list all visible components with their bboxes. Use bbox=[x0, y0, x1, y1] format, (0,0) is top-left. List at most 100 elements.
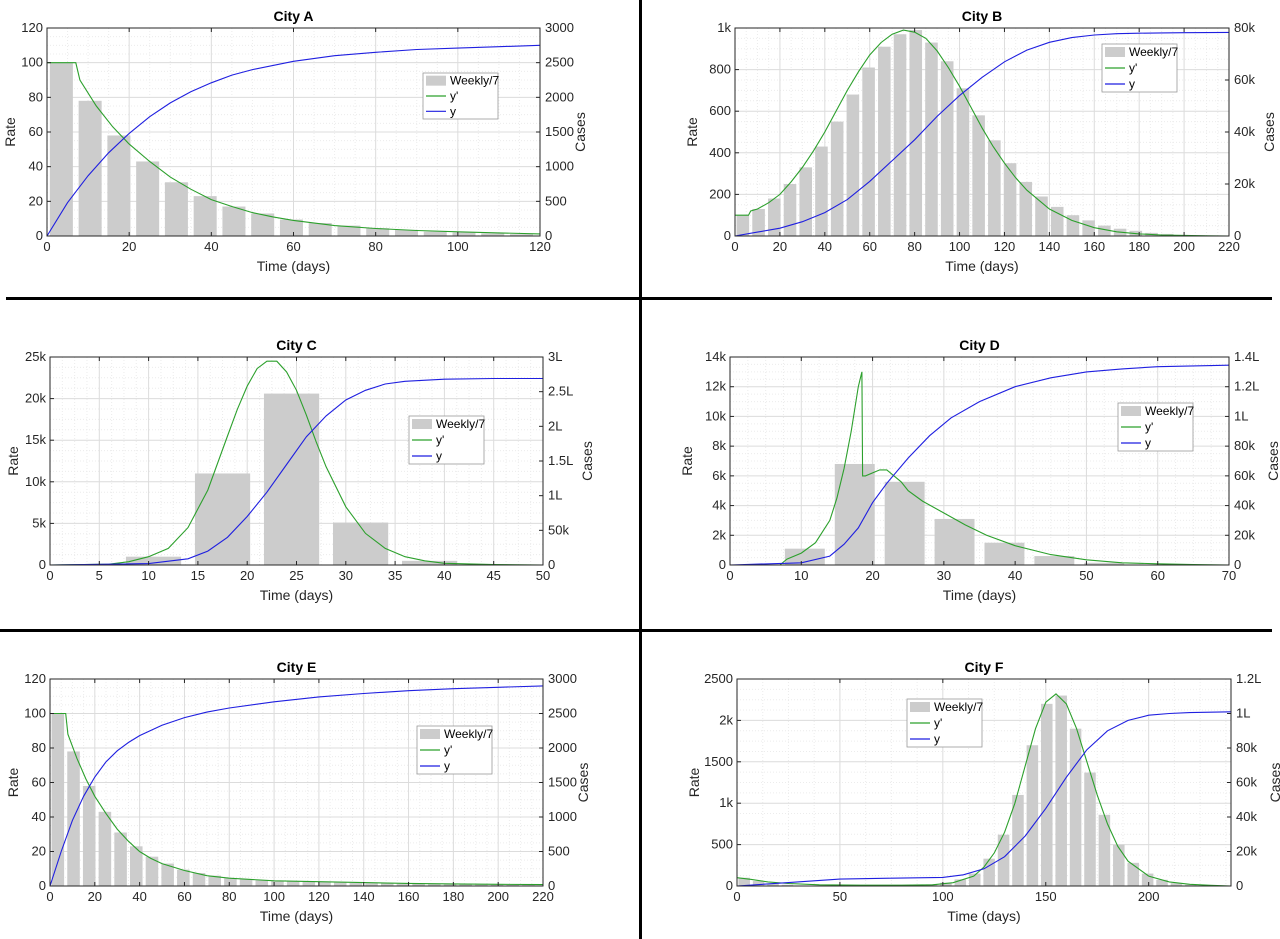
y2-tick-label: 20k bbox=[1234, 176, 1255, 191]
bar bbox=[452, 232, 476, 236]
y2-tick-label: 1.2L bbox=[1234, 379, 1259, 394]
legend-entry: Weekly/7 bbox=[1145, 404, 1194, 418]
legend-swatch-bar bbox=[426, 75, 446, 86]
bar bbox=[783, 184, 797, 236]
x-tick-label: 40 bbox=[437, 568, 451, 583]
y2-tick-label: 40k bbox=[1236, 809, 1257, 824]
y-axis-right: 0 20k 40k 60k 80k bbox=[1225, 20, 1255, 243]
x-tick-label: 120 bbox=[529, 239, 551, 254]
bar bbox=[940, 61, 954, 236]
bar bbox=[239, 879, 253, 886]
bar bbox=[192, 873, 206, 886]
bar bbox=[1066, 215, 1080, 236]
legend: Weekly/7 y' y bbox=[408, 415, 485, 465]
bar-series bbox=[736, 30, 1221, 237]
bar bbox=[815, 146, 828, 236]
x-axis: 0 10 20 30 40 50 60 70 bbox=[726, 357, 1236, 583]
y-tick-label: 0 bbox=[39, 557, 46, 572]
bar bbox=[768, 198, 781, 236]
y2-tick-label: 40k bbox=[1234, 498, 1255, 513]
x-tick-label: 160 bbox=[1083, 239, 1105, 254]
x-tick-label: 160 bbox=[398, 889, 420, 904]
legend-entry: y bbox=[1129, 77, 1135, 91]
bar bbox=[78, 100, 102, 236]
x-tick-label: 120 bbox=[308, 889, 330, 904]
x-axis: 0 5 10 15 20 25 30 35 40 45 50 bbox=[46, 357, 550, 583]
y2-axis-label: Cases bbox=[1265, 441, 1280, 481]
divider-horizontal-bottom bbox=[0, 629, 1272, 632]
y-tick-label: 80 bbox=[32, 740, 46, 755]
legend-entry: Weekly/7 bbox=[1129, 45, 1178, 59]
bar bbox=[1055, 695, 1067, 886]
chart-svg: 0 20 40 60 80 100 120 140 160 180 200 2200204060801… bbox=[5, 659, 591, 924]
bar bbox=[1098, 814, 1111, 886]
chart-title: City E bbox=[277, 659, 317, 675]
bar bbox=[302, 881, 316, 886]
y-tick-label: 12k bbox=[705, 379, 726, 394]
y-tick-label: 100 bbox=[24, 706, 46, 721]
bar bbox=[510, 234, 534, 236]
x-axis: 0 20 40 60 80 100 120 140 160 180 200 220 bbox=[46, 679, 554, 904]
y2-tick-label: 2000 bbox=[545, 89, 574, 104]
y2-tick-label: 1.2L bbox=[1236, 671, 1261, 686]
bar bbox=[1156, 879, 1168, 886]
y-axis-right: 0 50k 1L 1.5L 2L 2.5L 3L bbox=[539, 349, 573, 572]
x-tick-label: 50 bbox=[1079, 568, 1093, 583]
legend: Weekly/7 y' y bbox=[1117, 402, 1194, 452]
y2-tick-label: 3L bbox=[548, 349, 562, 364]
y-axis-right: 0 500 1000 1500 2000 2500 3000 bbox=[536, 20, 574, 243]
legend-entry: y bbox=[934, 732, 940, 746]
x-tick-label: 220 bbox=[532, 889, 554, 904]
legend-entry: y' bbox=[444, 743, 452, 757]
bar bbox=[412, 883, 425, 886]
y2-axis-label: Cases bbox=[1261, 112, 1277, 152]
x-tick-label: 30 bbox=[937, 568, 951, 583]
legend: Weekly/7 y' y bbox=[906, 698, 983, 748]
x-tick-label: 20 bbox=[240, 568, 254, 583]
bar bbox=[1127, 862, 1139, 886]
bar bbox=[177, 869, 190, 886]
bar bbox=[349, 882, 363, 886]
y-tick-label: 0 bbox=[39, 878, 46, 893]
y2-tick-label: 500 bbox=[548, 844, 570, 859]
chart-title: City B bbox=[962, 8, 1002, 24]
bar bbox=[862, 67, 875, 237]
bar bbox=[736, 215, 750, 236]
bar bbox=[972, 115, 985, 236]
y2-axis-label: Cases bbox=[575, 763, 591, 803]
bar bbox=[107, 135, 131, 236]
y-axis-left: 0 200 400 600 800 1k bbox=[709, 20, 739, 243]
y2-tick-label: 2.5L bbox=[548, 384, 573, 399]
y2-tick-label: 0 bbox=[545, 228, 552, 243]
bar bbox=[1082, 220, 1095, 236]
x-tick-label: 220 bbox=[1218, 239, 1240, 254]
bar bbox=[51, 713, 65, 886]
bar bbox=[988, 140, 1001, 236]
legend-entry: Weekly/7 bbox=[436, 417, 485, 431]
x-tick-label: 100 bbox=[263, 889, 285, 904]
bar bbox=[506, 884, 520, 886]
x-tick-label: 180 bbox=[1128, 239, 1150, 254]
bar bbox=[224, 878, 237, 886]
x-tick-label: 40 bbox=[818, 239, 832, 254]
bar bbox=[1084, 562, 1125, 565]
chart-svg: 0 5 10 15 20 25 30 35 40 45 5005k10k15k20k25k050k1… bbox=[5, 337, 595, 603]
x-tick-label: 20 bbox=[773, 239, 787, 254]
y-tick-label: 40 bbox=[29, 159, 43, 174]
chart-title: City F bbox=[965, 659, 1004, 675]
divider-vertical bbox=[639, 0, 642, 939]
bar-series bbox=[125, 393, 458, 565]
legend-swatch-bar bbox=[412, 419, 432, 429]
x-tick-label: 200 bbox=[1138, 889, 1160, 904]
bar bbox=[1012, 794, 1024, 886]
bar bbox=[222, 206, 246, 236]
legend-entry: Weekly/7 bbox=[450, 74, 499, 88]
y-axis-right: 0 20k 40k 60k 80k 1L 1.2L 1.4L bbox=[1225, 349, 1259, 572]
axes-box bbox=[729, 356, 1230, 566]
legend-entry: y bbox=[436, 449, 442, 463]
y2-tick-label: 0 bbox=[1236, 878, 1243, 893]
y2-tick-label: 2500 bbox=[548, 706, 577, 721]
y2-tick-label: 2500 bbox=[545, 55, 574, 70]
legend: Weekly/7 y' y bbox=[1101, 43, 1178, 93]
series-line-yprime bbox=[730, 371, 1230, 566]
